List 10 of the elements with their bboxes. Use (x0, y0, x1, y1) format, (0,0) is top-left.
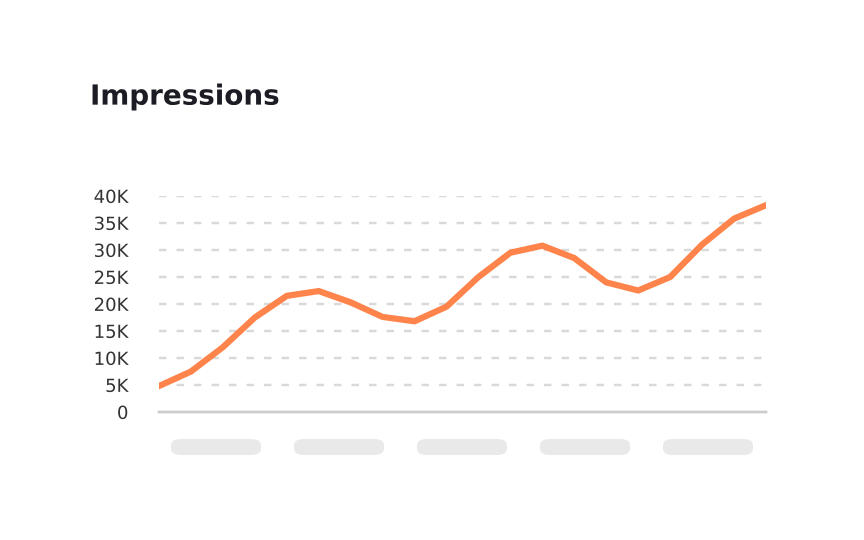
chart-title: Impressions (92, 84, 278, 110)
y-tick-label: 15K (96, 324, 129, 338)
y-tick-label: 40K (94, 189, 129, 204)
y-tick-label: 20K (94, 297, 129, 312)
y-tick-label: 10K (96, 351, 129, 366)
y-tick-label: 0 (118, 405, 128, 420)
y-tick-label: 25K (94, 270, 129, 284)
y-tick-label: 30K (95, 243, 129, 258)
y-tick-label: 35K (95, 216, 129, 230)
y-tick-label: 5K (106, 378, 129, 392)
